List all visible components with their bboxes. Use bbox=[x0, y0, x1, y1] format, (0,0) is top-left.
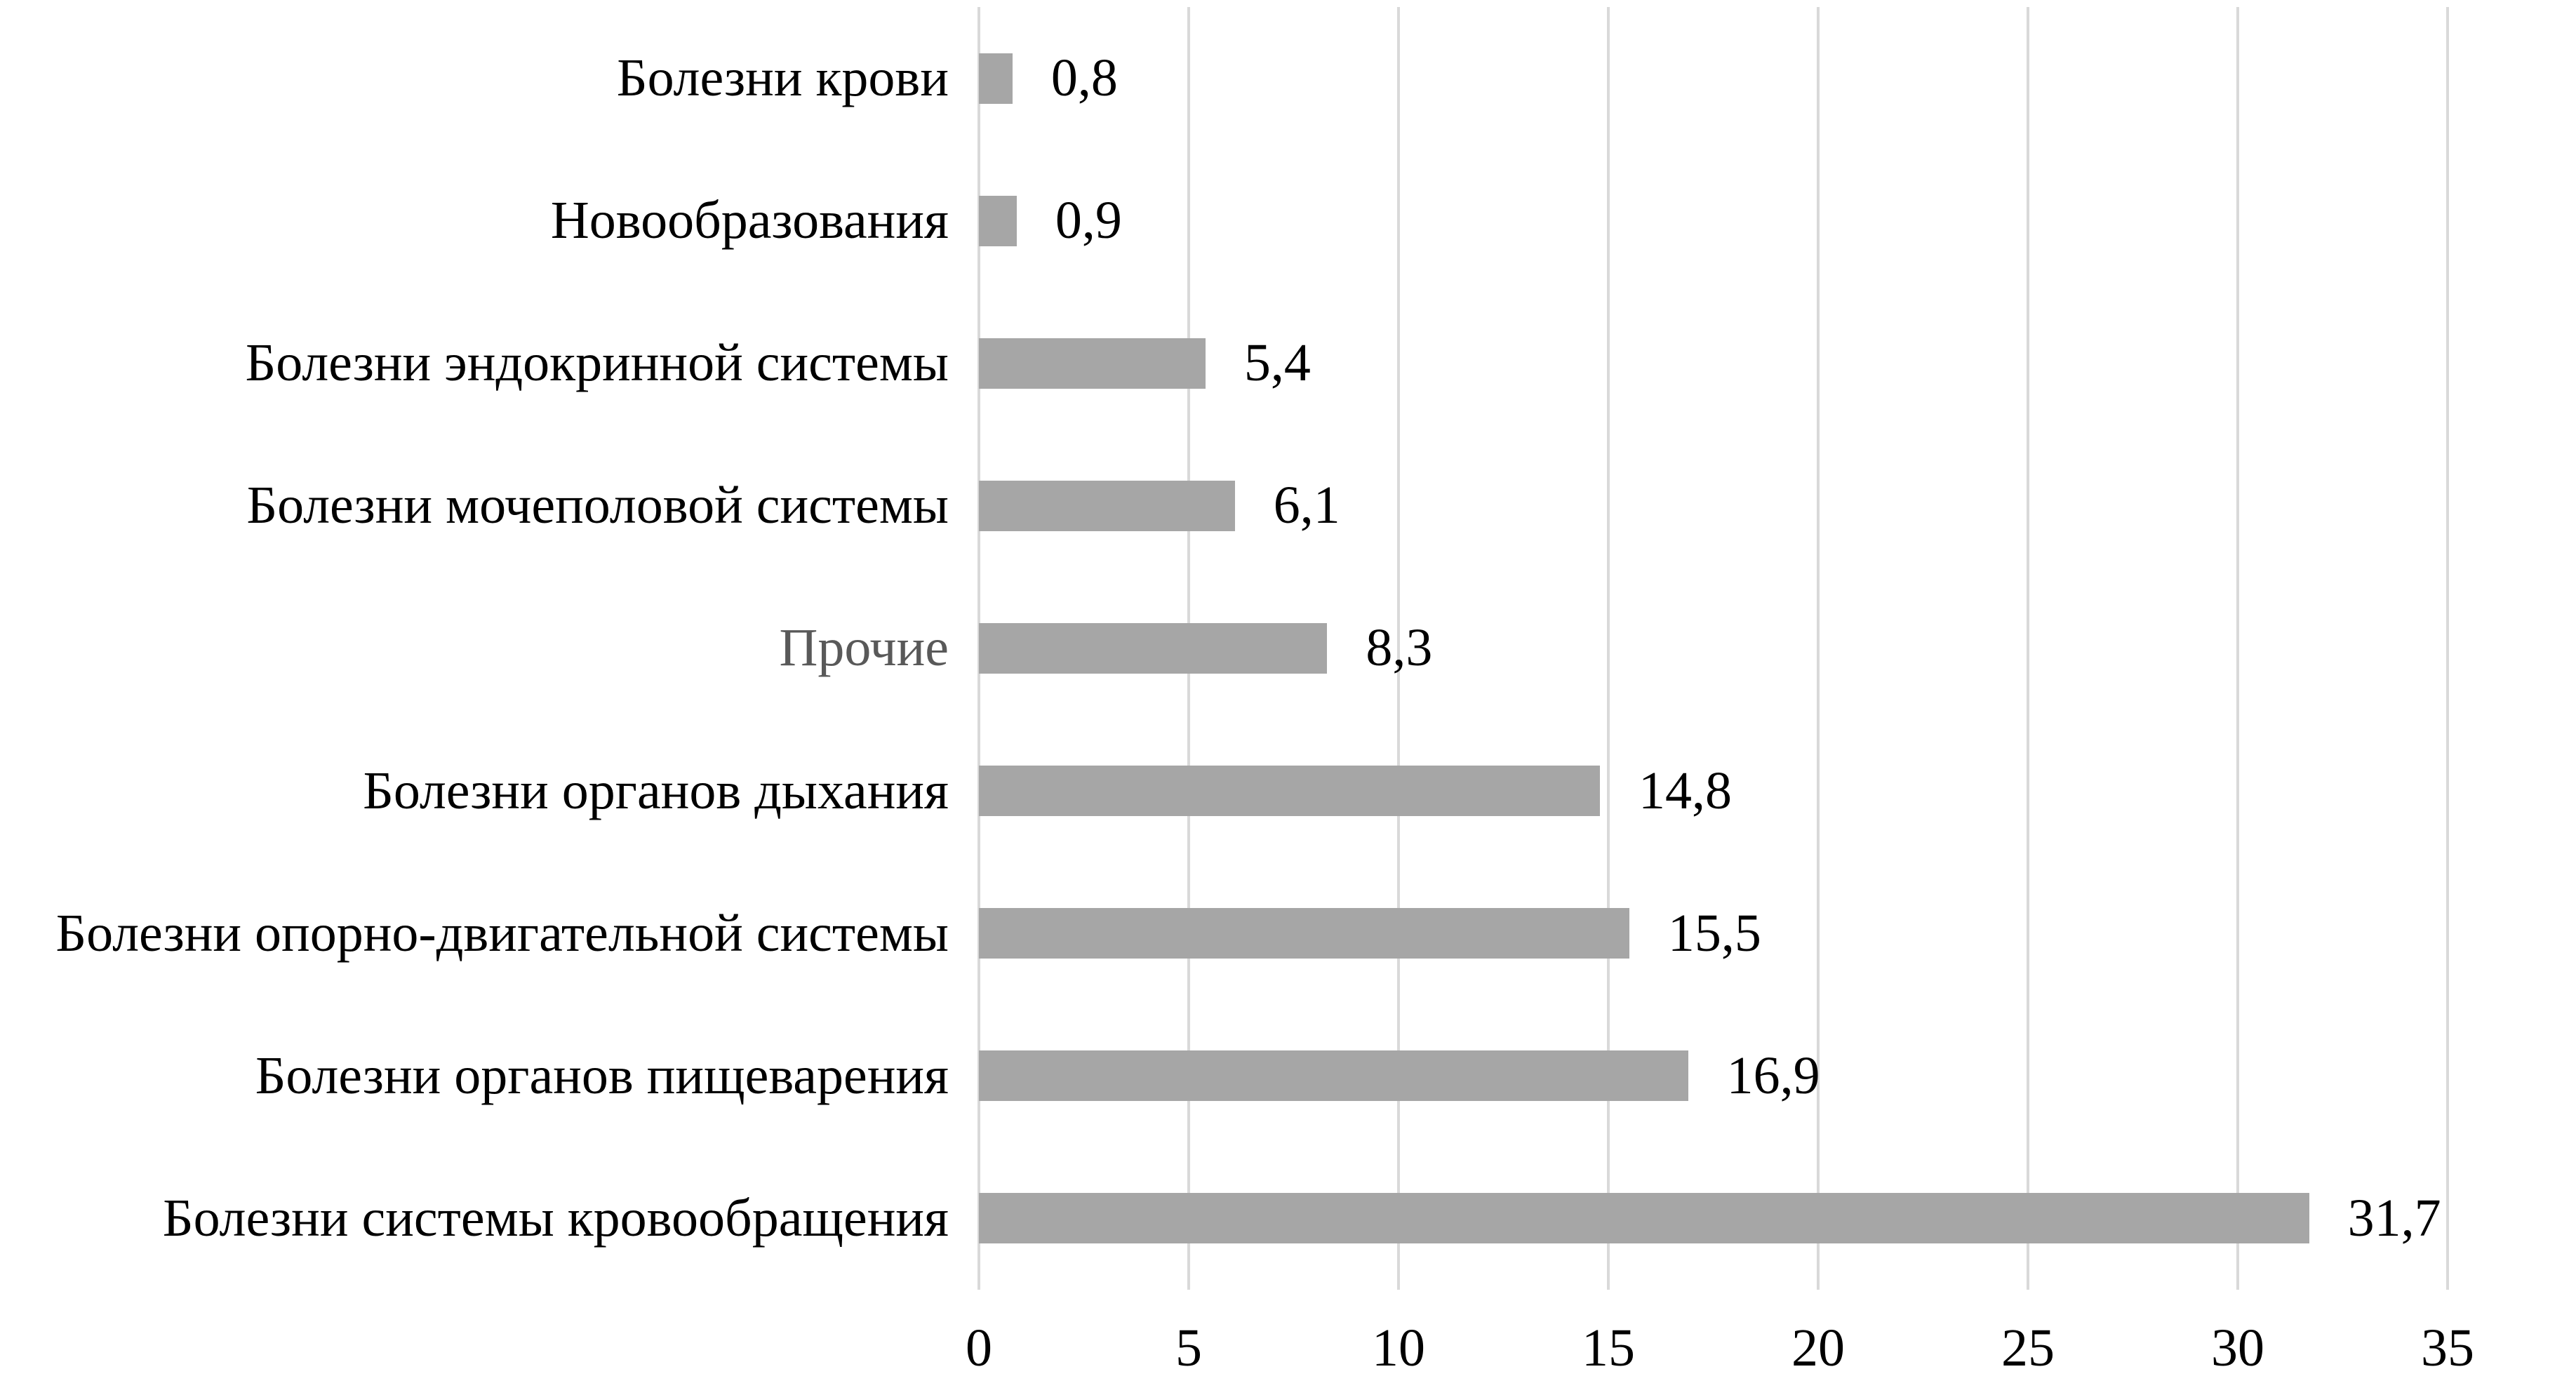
bar bbox=[979, 1193, 2309, 1244]
value-label: 0,8 bbox=[1050, 48, 1118, 108]
bar bbox=[979, 53, 1013, 104]
category-label: Болезни эндокринной системы bbox=[245, 333, 949, 393]
category-label: Болезни крови bbox=[616, 48, 949, 108]
value-label: 14,8 bbox=[1639, 761, 1733, 820]
x-tick-label: 5 bbox=[1175, 1319, 1202, 1377]
x-tick-label: 10 bbox=[1372, 1319, 1425, 1377]
value-label: 0,9 bbox=[1055, 191, 1122, 251]
category-label: Прочие bbox=[779, 618, 949, 678]
x-tick-label: 15 bbox=[1582, 1319, 1635, 1377]
value-label: 8,3 bbox=[1366, 618, 1433, 678]
x-tick-label: 0 bbox=[966, 1319, 992, 1377]
category-label: Болезни опорно-двигательной системы bbox=[55, 903, 949, 963]
gridline bbox=[1607, 7, 1610, 1290]
bar bbox=[979, 195, 1017, 246]
bar bbox=[979, 623, 1328, 674]
gridline bbox=[1817, 7, 1820, 1290]
x-tick-label: 20 bbox=[1791, 1319, 1845, 1377]
category-label: Болезни органов дыхания bbox=[363, 761, 949, 820]
value-label: 16,9 bbox=[1726, 1046, 1820, 1105]
bar bbox=[979, 1050, 1688, 1102]
category-label: Болезни системы кровообращения bbox=[162, 1188, 949, 1248]
value-label: 5,4 bbox=[1243, 333, 1311, 393]
category-label: Болезни органов пищеварения bbox=[255, 1046, 949, 1105]
value-label: 15,5 bbox=[1667, 903, 1761, 963]
category-label: Болезни мочеполовой системы bbox=[246, 476, 949, 535]
bar bbox=[979, 908, 1629, 959]
gridline bbox=[1397, 7, 1400, 1290]
gridline bbox=[2446, 7, 2449, 1290]
bar bbox=[979, 766, 1601, 817]
value-label: 6,1 bbox=[1273, 476, 1340, 535]
x-tick-label: 35 bbox=[2421, 1319, 2474, 1377]
bar bbox=[979, 480, 1235, 531]
x-tick-label: 25 bbox=[2001, 1319, 2055, 1377]
x-tick-label: 30 bbox=[2211, 1319, 2264, 1377]
category-label: Новообразования bbox=[550, 191, 949, 251]
bar bbox=[979, 338, 1206, 389]
gridline bbox=[2236, 7, 2239, 1290]
value-label: 31,7 bbox=[2347, 1188, 2441, 1248]
gridline bbox=[2027, 7, 2029, 1290]
